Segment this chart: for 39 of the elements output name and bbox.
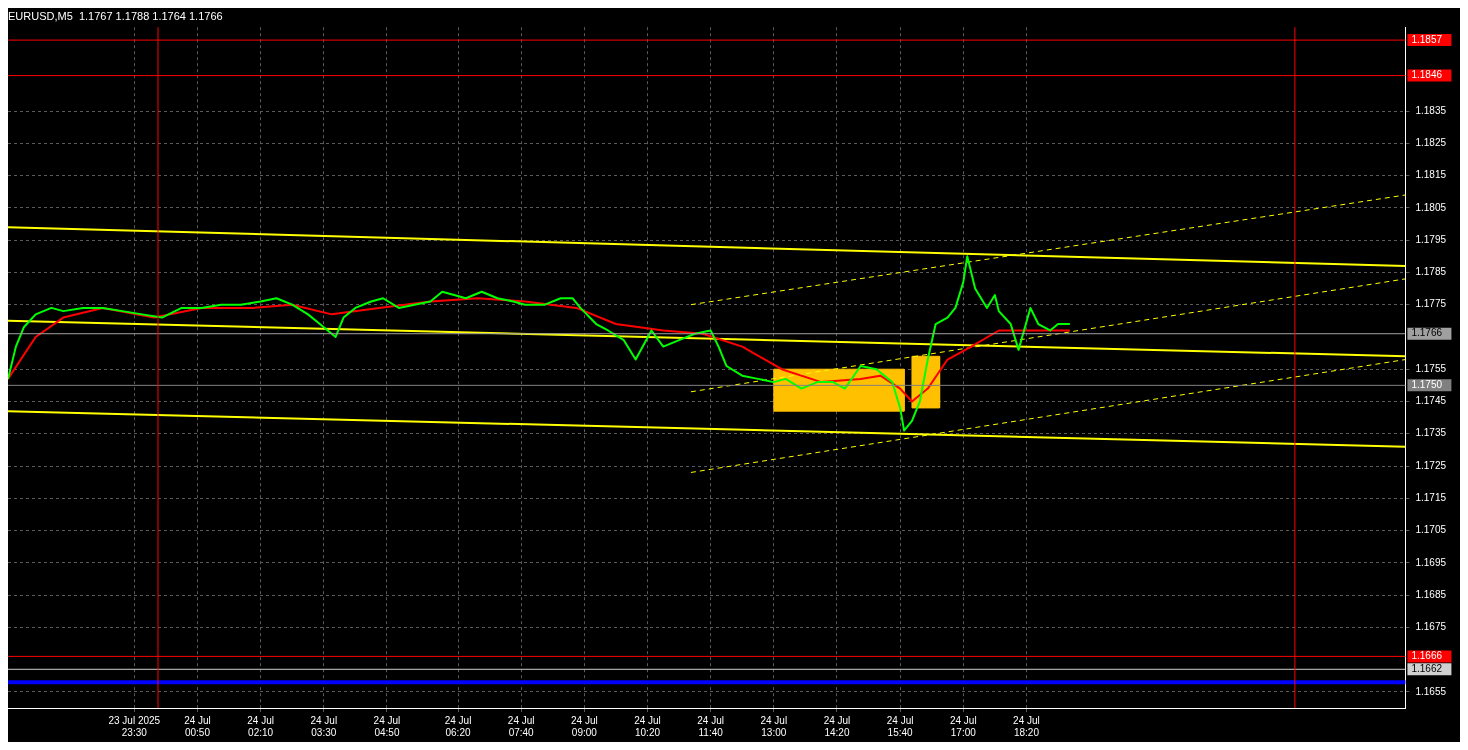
x-tick-label: 24 Jul 13:00 — [760, 714, 788, 738]
ref-line-label: 1.1750 — [1411, 379, 1443, 391]
x-tick-label: 24 Jul 04:50 — [373, 714, 401, 738]
y-tick-label: 1.1725 — [1415, 459, 1447, 471]
y-tick-label: 1.1715 — [1415, 492, 1447, 504]
ref-line-label: 1.1766 — [1411, 327, 1443, 339]
ref-line-label: 1.1662 — [1411, 663, 1443, 675]
y-tick-label: 1.1785 — [1415, 266, 1447, 278]
y-tick-label: 1.1655 — [1415, 685, 1447, 697]
ref-line-label: 1.1666 — [1411, 650, 1443, 662]
x-tick-label: 24 Jul 17:00 — [949, 714, 977, 738]
y-tick-label: 1.1685 — [1415, 588, 1447, 600]
x-tick-label: 23 Jul 2025 23:30 — [108, 714, 161, 738]
x-tick-label: 24 Jul 02:10 — [247, 714, 274, 738]
y-tick-label: 1.1695 — [1415, 556, 1447, 568]
y-tick-label: 1.1795 — [1415, 233, 1447, 245]
y-tick-label: 1.1815 — [1415, 169, 1447, 181]
y-tick-label: 1.1705 — [1415, 524, 1447, 536]
y-tick-label: 1.1755 — [1415, 362, 1447, 374]
x-tick-label: 24 Jul 00:50 — [184, 714, 211, 738]
x-tick-label: 24 Jul 18:20 — [1013, 714, 1040, 738]
y-tick-label: 1.1775 — [1415, 298, 1447, 310]
x-tick-label: 24 Jul 06:20 — [444, 714, 472, 738]
x-tick-label: 24 Jul 11:40 — [697, 714, 724, 738]
x-tick-label: 24 Jul 10:20 — [634, 714, 661, 738]
y-tick-label: 1.1735 — [1415, 427, 1447, 439]
y-tick-label: 1.1805 — [1415, 201, 1447, 213]
x-tick-label: 24 Jul 15:40 — [886, 714, 914, 738]
x-tick-label: 24 Jul 14:20 — [823, 714, 851, 738]
x-tick-label: 24 Jul 07:40 — [507, 714, 535, 738]
y-tick-label: 1.1835 — [1415, 104, 1447, 116]
ref-line-label: 1.1857 — [1411, 33, 1443, 45]
x-tick-label: 24 Jul 03:30 — [310, 714, 338, 738]
chart-title: EURUSD,M5 1.1767 1.1788 1.1764 1.1766 — [8, 9, 223, 22]
y-tick-label: 1.1745 — [1415, 395, 1447, 407]
y-tick-label: 1.1825 — [1415, 137, 1447, 149]
y-tick-label: 1.1675 — [1415, 621, 1447, 633]
x-tick-label: 24 Jul 09:00 — [570, 714, 598, 738]
ref-line-label: 1.1846 — [1411, 69, 1443, 81]
